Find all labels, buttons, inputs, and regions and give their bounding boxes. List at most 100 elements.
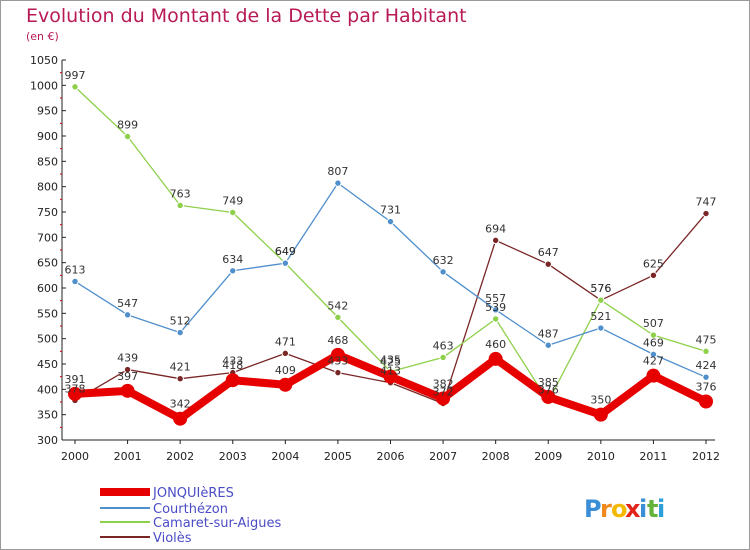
- data-label: 397: [117, 370, 138, 383]
- data-label: 557: [485, 292, 506, 305]
- data-label: 378: [65, 382, 86, 395]
- x-tick-label: 2012: [692, 450, 720, 463]
- legend-label: JONQUIèRES: [152, 486, 234, 501]
- data-label: 731: [380, 204, 401, 217]
- y-tick-label: 600: [37, 282, 58, 295]
- x-tick-label: 2005: [324, 450, 352, 463]
- y-tick-label: 550: [37, 307, 58, 320]
- data-label: 747: [696, 196, 717, 209]
- data-point: [491, 306, 500, 314]
- data-point: [386, 217, 395, 226]
- data-label: 649: [275, 245, 296, 258]
- y-tick-label: 700: [37, 231, 58, 244]
- data-label: 576: [590, 282, 611, 295]
- data-label: 634: [222, 253, 243, 266]
- data-label: 542: [327, 299, 348, 312]
- data-point: [123, 132, 132, 141]
- data-label: 468: [327, 334, 348, 347]
- data-label: 413: [380, 365, 401, 378]
- x-tick-label: 2010: [587, 450, 615, 463]
- logo-letter: t: [647, 495, 658, 523]
- data-point: [439, 268, 447, 276]
- data-point: [334, 368, 342, 377]
- data-point: [225, 373, 240, 388]
- data-label: 625: [643, 257, 664, 270]
- data-point: [491, 236, 500, 245]
- data-label: 507: [643, 317, 664, 330]
- proxiti-logo: Pr oxi ti: [584, 495, 665, 523]
- data-point: [68, 386, 82, 401]
- y-tick-label: 800: [37, 181, 58, 194]
- legend-label: Courthézon: [153, 502, 228, 517]
- data-point: [334, 313, 342, 322]
- data-point: [278, 377, 293, 392]
- data-point: [383, 369, 398, 384]
- x-tick-label: 2006: [377, 450, 405, 463]
- data-label: 372: [433, 386, 454, 399]
- data-point: [71, 277, 79, 286]
- data-point: [281, 259, 290, 267]
- data-label: 382: [433, 377, 454, 390]
- data-point: [649, 350, 658, 359]
- data-label: 749: [222, 195, 243, 208]
- data-label: 997: [65, 69, 86, 82]
- data-point: [120, 383, 135, 398]
- data-label: 521: [590, 310, 611, 323]
- data-label: 469: [643, 336, 664, 349]
- data-label: 539: [485, 301, 506, 314]
- data-point: [491, 315, 500, 323]
- data-label: 763: [170, 187, 191, 200]
- x-tick-label: 2011: [639, 450, 667, 463]
- data-label: 376: [538, 383, 559, 396]
- data-label: 391: [65, 373, 86, 386]
- y-tick-label: 750: [37, 206, 58, 219]
- data-label: 807: [327, 165, 348, 178]
- data-label: 342: [170, 398, 191, 411]
- data-point: [597, 296, 605, 304]
- data-label: 576: [590, 282, 611, 295]
- data-label: 899: [117, 119, 138, 132]
- data-label: 424: [696, 359, 717, 372]
- legend-label: Camaret-sur-Aigues: [153, 516, 281, 531]
- data-point: [123, 365, 132, 374]
- legend-label: Violès: [153, 531, 192, 546]
- data-label: 385: [538, 376, 559, 389]
- data-label: 421: [170, 361, 191, 374]
- y-tick-label: 1000: [30, 79, 58, 92]
- data-label: 439: [117, 352, 138, 365]
- y-tick-label: 950: [37, 105, 58, 118]
- data-label: 435: [380, 354, 401, 367]
- data-point: [702, 347, 710, 356]
- data-label: 649: [275, 245, 296, 258]
- data-point: [544, 341, 552, 349]
- y-tick-label: 450: [37, 358, 58, 371]
- data-point: [646, 368, 661, 383]
- data-point: [649, 331, 658, 339]
- chart-title: Evolution du Montant de la Dette par Hab…: [26, 5, 467, 27]
- data-label: 425: [380, 356, 401, 369]
- data-point: [702, 209, 710, 218]
- x-tick-label: 2008: [482, 450, 510, 463]
- y-tick-label: 900: [37, 130, 58, 143]
- data-label: 471: [275, 335, 296, 348]
- logo-letter: i: [657, 495, 665, 523]
- x-tick-label: 2000: [61, 450, 89, 463]
- y-tick-label: 350: [37, 409, 58, 422]
- data-point: [544, 260, 552, 268]
- y-tick-label: 650: [37, 257, 58, 270]
- logo-letter: i: [639, 495, 647, 523]
- data-label: 418: [222, 359, 243, 372]
- x-tick-label: 2004: [271, 450, 299, 463]
- x-tick-label: 2009: [534, 450, 562, 463]
- data-label: 694: [485, 222, 506, 235]
- data-label: 350: [590, 394, 611, 407]
- y-tick-label: 1050: [30, 54, 58, 67]
- data-point: [71, 83, 79, 91]
- data-point: [597, 324, 605, 332]
- data-point: [173, 411, 188, 426]
- data-label: 376: [696, 380, 717, 393]
- x-tick-label: 2003: [219, 450, 247, 463]
- x-tick-label: 2007: [429, 450, 457, 463]
- data-point: [330, 347, 345, 362]
